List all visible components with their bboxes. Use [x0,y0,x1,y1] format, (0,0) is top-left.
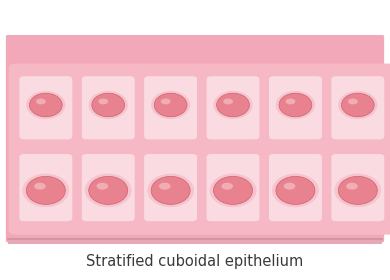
Ellipse shape [89,91,128,119]
Ellipse shape [29,93,62,117]
Ellipse shape [214,176,253,204]
Ellipse shape [338,91,378,119]
FancyBboxPatch shape [196,64,270,152]
FancyBboxPatch shape [321,64,390,152]
FancyBboxPatch shape [20,76,72,139]
FancyBboxPatch shape [258,141,333,235]
FancyBboxPatch shape [144,76,197,139]
FancyBboxPatch shape [6,35,384,242]
Ellipse shape [85,174,132,207]
Ellipse shape [147,174,194,207]
Ellipse shape [339,176,378,204]
FancyBboxPatch shape [82,154,135,221]
Ellipse shape [36,99,46,104]
Ellipse shape [348,99,358,104]
Ellipse shape [213,91,253,119]
Ellipse shape [335,174,381,207]
FancyBboxPatch shape [133,141,208,235]
FancyBboxPatch shape [196,141,270,235]
FancyBboxPatch shape [20,154,72,221]
FancyBboxPatch shape [71,141,145,235]
FancyBboxPatch shape [269,154,322,221]
Ellipse shape [276,91,315,119]
Ellipse shape [151,91,190,119]
FancyBboxPatch shape [133,64,208,152]
Ellipse shape [210,174,257,207]
Text: Stratified cuboidal epithelium: Stratified cuboidal epithelium [86,254,304,269]
FancyBboxPatch shape [332,154,384,221]
Ellipse shape [26,91,66,119]
FancyBboxPatch shape [144,154,197,221]
Ellipse shape [34,183,46,190]
FancyBboxPatch shape [258,64,333,152]
Ellipse shape [161,99,171,104]
Ellipse shape [26,176,65,204]
Ellipse shape [159,183,171,190]
Ellipse shape [97,183,108,190]
FancyBboxPatch shape [207,154,259,221]
Ellipse shape [222,183,233,190]
FancyBboxPatch shape [332,76,384,139]
Bar [8,237,382,244]
Ellipse shape [22,174,69,207]
FancyBboxPatch shape [269,76,322,139]
FancyBboxPatch shape [9,64,83,152]
Ellipse shape [346,183,358,190]
Ellipse shape [154,93,187,117]
Ellipse shape [223,99,233,104]
Ellipse shape [272,174,319,207]
Ellipse shape [98,99,108,104]
Ellipse shape [284,183,296,190]
FancyBboxPatch shape [321,141,390,235]
Ellipse shape [276,176,315,204]
Ellipse shape [151,176,190,204]
FancyBboxPatch shape [82,76,135,139]
Ellipse shape [217,93,250,117]
FancyBboxPatch shape [71,64,145,152]
FancyBboxPatch shape [9,141,83,235]
Ellipse shape [92,93,125,117]
Ellipse shape [89,176,128,204]
Ellipse shape [342,93,374,117]
Ellipse shape [279,93,312,117]
Ellipse shape [285,99,296,104]
FancyBboxPatch shape [207,76,259,139]
